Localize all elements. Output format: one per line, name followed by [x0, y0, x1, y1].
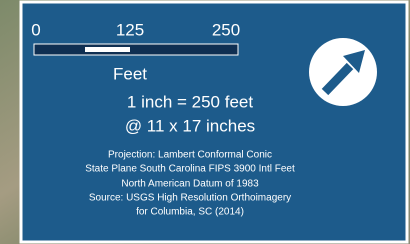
note: Projection: Lambert Conformal Conic — [108, 150, 272, 161]
note: Source: USGS High Resolution Orthoimager… — [89, 193, 291, 204]
scale-label: 0 — [31, 20, 40, 39]
scale-unit: Feet — [113, 64, 147, 83]
scale-label: 125 — [116, 20, 144, 39]
map-legend: 0 125 250 Feet 1 inch = 250 feet @ 11 x … — [0, 0, 410, 244]
scale-ratio: 1 inch = 250 feet — [127, 92, 253, 111]
note: State Plane South Carolina FIPS 3900 Int… — [85, 164, 295, 175]
note: for Columbia, SC (2014) — [136, 207, 244, 218]
print-size: @ 11 x 17 inches — [125, 116, 255, 135]
scale-bar-segment — [85, 47, 130, 52]
note: North American Datum of 1983 — [121, 179, 259, 190]
north-arrow — [309, 38, 377, 106]
scale-bar-frame — [34, 44, 238, 55]
scale-label: 250 — [212, 20, 240, 39]
